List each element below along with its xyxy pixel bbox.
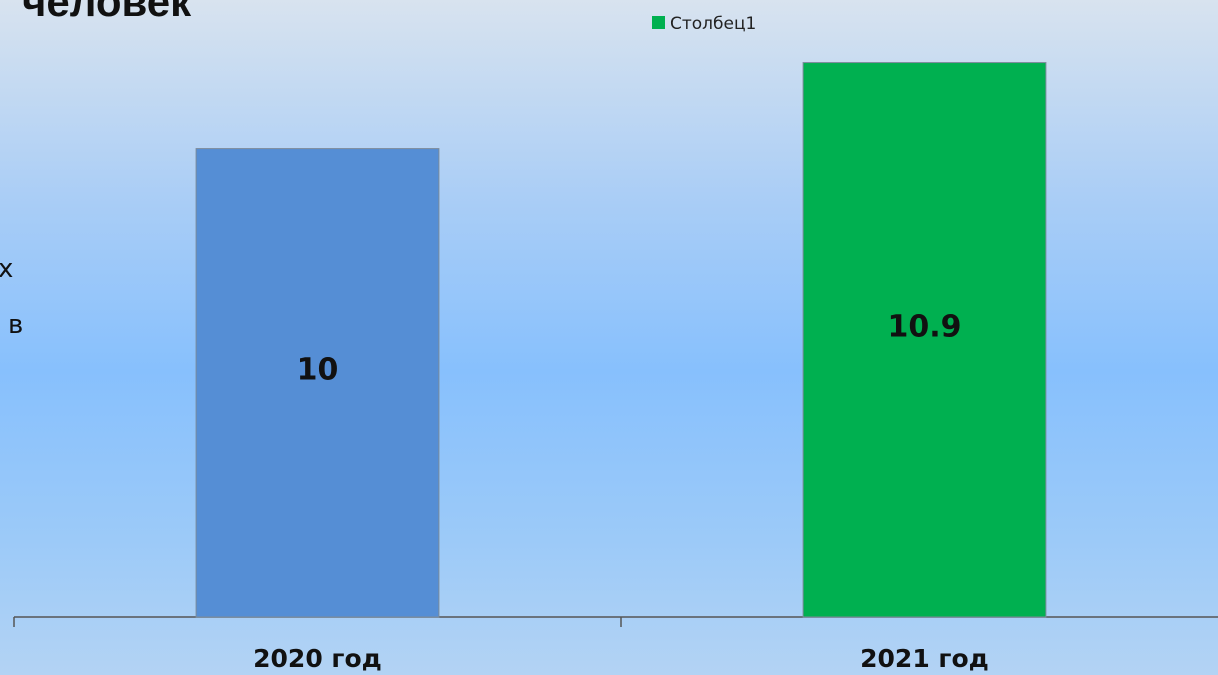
text-fragment: в: [8, 310, 24, 340]
data-label: 10.9: [887, 309, 961, 344]
data-label: 10: [297, 352, 339, 387]
bar: [195, 148, 440, 618]
x-tick-label: 2021 год: [860, 644, 989, 673]
legend-label: Столбец1: [670, 14, 756, 34]
slide-title: человек: [22, 0, 192, 25]
legend-swatch: [652, 16, 665, 29]
text-fragment: х: [0, 254, 14, 284]
x-tick-label: 2020 год: [253, 644, 382, 673]
bar: [802, 62, 1047, 618]
